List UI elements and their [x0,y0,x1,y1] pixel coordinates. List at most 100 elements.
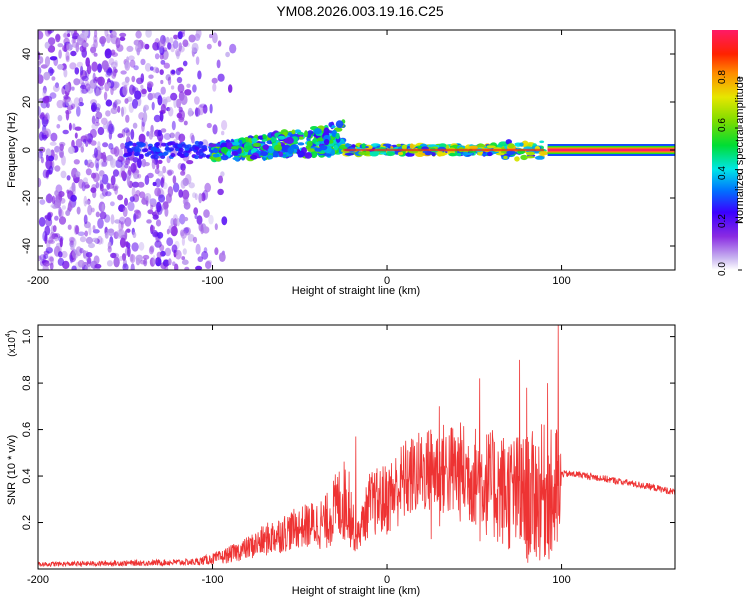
heatmap-cell [48,165,54,175]
heatmap-cell [132,231,137,239]
heatmap-cell [179,154,185,158]
heatmap-cell [166,107,171,112]
heatmap-cell [39,199,46,205]
heatmap-cell [175,131,181,141]
heatmap-cell [97,141,101,148]
heatmap-cell [169,132,175,139]
heatmap-cell [76,61,84,68]
heatmap-cell [86,64,92,75]
heatmap-cell [231,146,239,150]
heatmap-cell [525,156,535,159]
heatmap-cell [92,72,96,84]
heatmap-cell [45,171,49,178]
heatmap-cell [149,202,157,207]
heatmap-cell [104,48,112,59]
colorbar-label: Normalized spectral amplitude [734,76,746,224]
heatmap-cell [47,239,56,245]
heatmap-cell [273,144,283,152]
heatmap-cell [361,143,366,149]
heatmap-cell [181,256,186,261]
heatmap-cell [86,257,92,268]
heatmap-cell [507,143,515,149]
heatmap-cell [130,263,135,270]
heatmap-cell [91,61,98,72]
heatmap-cell [193,207,199,216]
heatmap-cell [184,174,192,185]
heatmap-cell [111,71,117,79]
heatmap-cell [212,124,218,135]
heatmap-cell [59,143,64,151]
snr-plot-area [38,325,675,568]
heatmap-cell [84,200,91,205]
heatmap-cell [72,38,77,43]
heatmap-cell [145,30,152,38]
heatmap-cell [160,103,166,114]
heatmap-cell [155,148,161,153]
heatmap-cell [202,104,208,114]
heatmap-cell [130,129,135,140]
heatmap-cell [402,144,407,150]
heatmap-cell [192,84,197,93]
heatmap-cell [174,249,182,260]
heatmap-cell [172,214,178,224]
heatmap-cell [94,263,102,269]
heatmap-cell [278,151,284,157]
heatmap-cell [124,61,129,69]
heatmap-cell [176,50,180,60]
heatmap-cell [164,146,170,151]
heatmap-cell [156,251,162,259]
spectrogram-x-ticks: -200 -100 0 100 [27,30,571,287]
heatmap-cell [71,182,76,193]
heatmap-cell [38,131,44,141]
heatmap-cell [71,103,75,110]
heatmap-cell [65,109,70,121]
heatmap-cell [137,181,145,188]
heatmap-cell [155,178,162,188]
heatmap-cell [476,144,486,148]
heatmap-cell [58,212,62,219]
heatmap-cell [160,128,167,133]
heatmap-cell [323,138,330,146]
heatmap-cell [127,201,135,212]
heatmap-cell [70,50,77,57]
heatmap-cell [291,129,296,135]
heatmap-cell [170,141,176,146]
heatmap-cell [118,255,124,262]
heatmap-cell [217,73,225,82]
heatmap-cell [194,193,198,201]
snr-x-label: Height of straight line (km) [292,585,420,597]
heatmap-cell [115,37,121,49]
heatmap-cell [191,134,195,144]
heatmap-cell [214,223,218,231]
heatmap-cell [121,221,124,229]
heatmap-cell [160,177,165,188]
heatmap-cell [45,154,49,162]
heatmap-cell [131,242,139,252]
heatmap-cell [99,211,107,220]
heatmap-cell [62,33,68,38]
heatmap-cell [80,65,84,76]
heatmap-cell [260,151,268,157]
heatmap-cell [181,259,189,266]
heatmap-cell [180,230,187,239]
heatmap-cell [141,121,145,133]
heatmap-cell [178,133,186,143]
heatmap-cell [45,193,53,204]
heatmap-cell [124,98,129,104]
heatmap-cell [119,32,127,38]
heatmap-cell [59,197,66,204]
spectrogram-y-ticks: -40 -20 0 20 40 [21,48,675,254]
heatmap-cell [71,86,75,91]
x-tick-label: 0 [384,275,390,287]
heatmap-cell [333,144,339,151]
heatmap-cell [114,99,122,105]
svg-text:(x104): (x104) [5,330,18,357]
heatmap-cell [76,106,81,117]
heatmap-cell [310,150,318,159]
heatmap-cell [134,146,140,150]
heatmap-cell [99,36,107,45]
heatmap-cell [110,214,115,225]
heatmap-cell [198,193,203,204]
heatmap-cell [514,156,520,162]
heatmap-cell [159,111,164,122]
